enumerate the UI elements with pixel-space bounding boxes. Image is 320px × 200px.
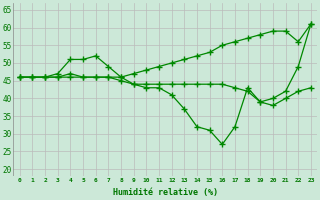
X-axis label: Humidité relative (%): Humidité relative (%): [113, 188, 218, 197]
